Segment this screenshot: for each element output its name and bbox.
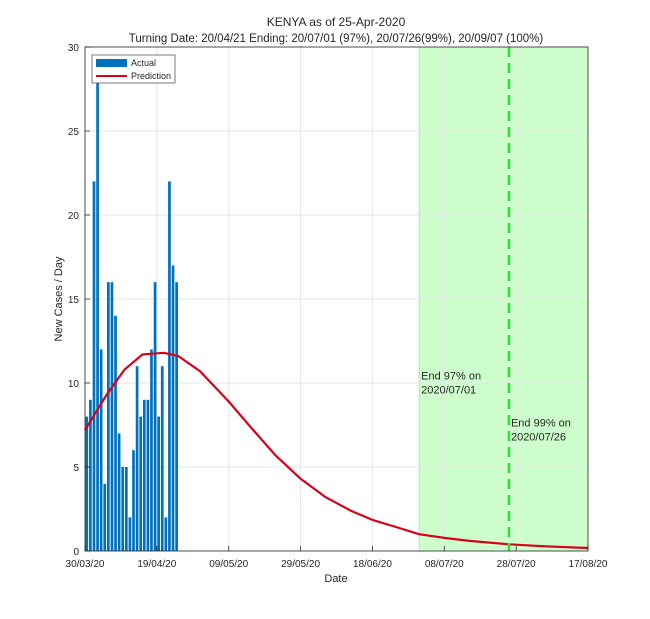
bar-actual (114, 315, 117, 551)
bar-actual (85, 416, 89, 551)
annotation-text: 2020/07/01 (421, 385, 476, 397)
bar-actual (132, 450, 135, 551)
x-tick-label: 28/07/20 (497, 559, 536, 570)
annotation-text: 2020/07/26 (511, 432, 566, 444)
y-tick-label: 30 (68, 43, 80, 54)
y-tick-label: 0 (73, 547, 79, 558)
chart-subtitle: Turning Date: 20/04/21 Ending: 20/07/01 … (129, 33, 544, 45)
x-tick-label: 30/03/20 (66, 559, 105, 570)
bar-actual (150, 349, 153, 551)
bar-actual (128, 517, 132, 551)
bar-actual (96, 80, 99, 551)
x-tick-label: 18/06/20 (353, 559, 392, 570)
x-tick-label: 17/08/20 (569, 559, 608, 570)
legend-label-prediction: Prediction (131, 71, 171, 81)
bar-actual (107, 282, 110, 551)
bar-actual (157, 416, 161, 551)
x-axis-label: Date (324, 573, 347, 585)
bar-actual (164, 517, 168, 551)
y-tick-label: 10 (68, 379, 80, 390)
bar-actual (92, 181, 96, 551)
x-tick-label: 09/05/20 (209, 559, 248, 570)
y-tick-label: 15 (68, 295, 80, 306)
prediction-line (84, 351, 589, 550)
bar-actual (110, 282, 114, 551)
annotation-text: End 99% on (511, 418, 571, 430)
y-tick-label: 25 (68, 127, 80, 138)
bar-actual (135, 366, 139, 551)
bar-actual (160, 366, 164, 551)
y-tick-label: 5 (73, 463, 79, 474)
plot-area: End 97% on 2020/07/01 End 99% on 2020/07/26… (66, 43, 608, 570)
bar-actual (124, 467, 128, 551)
bar-actual (117, 433, 121, 551)
bar-actual (121, 467, 125, 551)
bar-actual (139, 416, 143, 551)
y-tick-label: 20 (68, 211, 80, 222)
legend-swatch-actual (96, 59, 127, 67)
bar-actual (103, 483, 107, 551)
y-axis-label: New Cases / Day (53, 256, 65, 341)
bar-actual (168, 181, 171, 551)
x-tick-label: 08/07/20 (425, 559, 464, 570)
bar-actual (171, 265, 175, 551)
annotation-text: End 97% on (421, 371, 481, 383)
bar-actual (153, 282, 157, 551)
bar-actual (146, 399, 150, 551)
legend: Actual Prediction (91, 54, 176, 84)
legend-label-actual: Actual (131, 58, 156, 68)
bar-actual (89, 399, 92, 551)
bar-actual (99, 349, 103, 551)
chart-title: KENYA as of 25-Apr-2020 (267, 15, 406, 29)
bar-actual (142, 399, 146, 551)
bar-actual (175, 282, 178, 551)
x-tick-label: 19/04/20 (137, 559, 176, 570)
x-tick-label: 29/05/20 (281, 559, 320, 570)
